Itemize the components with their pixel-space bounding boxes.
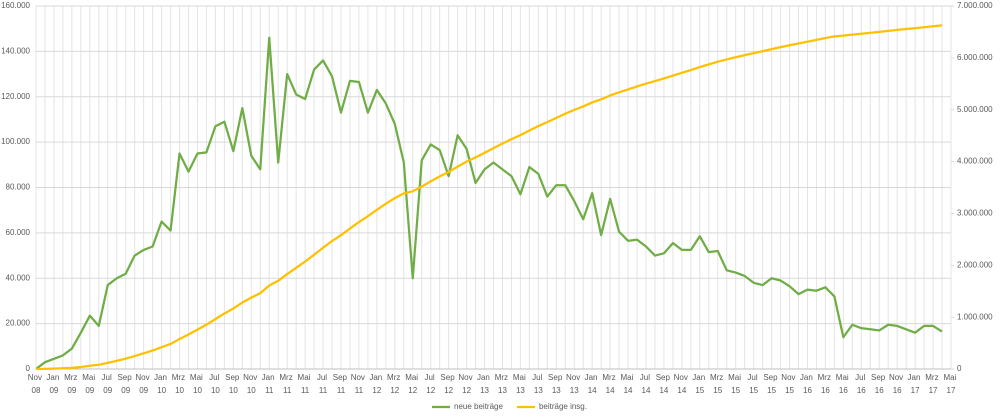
- x-tick-label: Sep 14: [656, 373, 672, 395]
- x-tick-label: Mrz 10: [172, 373, 188, 395]
- x-tick-label: Nov 10: [243, 373, 259, 395]
- x-tick-label: Sep 12: [440, 373, 456, 395]
- x-tick-label: Mrz 14: [602, 373, 618, 395]
- x-tick-label: Mrz 15: [710, 373, 726, 395]
- x-tick-label: Jan 10: [154, 373, 169, 395]
- y-tick-label: 60.000: [6, 228, 31, 237]
- x-tick-label: Jul 14: [640, 373, 652, 395]
- x-tick-label: Mai 13: [513, 373, 528, 395]
- x-tick-label: Sep 15: [763, 373, 779, 395]
- y2-tick-label: 0: [957, 364, 962, 373]
- y2-tick-label: 6.000.000: [957, 53, 993, 62]
- y2-tick-label: 5.000.000: [957, 105, 993, 114]
- x-tick-label: Jul 15: [747, 373, 759, 395]
- x-tick-label: Mrz 13: [495, 373, 511, 395]
- x-tick-label: Jul 12: [424, 373, 436, 395]
- x-tick-label: Mai 12: [405, 373, 420, 395]
- y-tick-label: 160.000: [1, 1, 30, 10]
- x-tick-label: Sep 16: [871, 373, 887, 395]
- y-tick-label: 20.000: [6, 319, 31, 328]
- x-tick-label: Nov 08: [28, 373, 44, 395]
- x-tick-label: Mrz 12: [387, 373, 403, 395]
- x-tick-label: Jan 16: [800, 373, 815, 395]
- y2-tick-label: 2.000.000: [957, 260, 993, 269]
- x-tick-label: Nov 11: [351, 373, 367, 395]
- x-tick-label: Mai 09: [82, 373, 97, 395]
- x-tick-label: Jan 13: [477, 373, 492, 395]
- x-tick-label: Mrz 17: [925, 373, 941, 395]
- x-tick-label: Mai 14: [620, 373, 635, 395]
- x-tick-label: Jul 16: [855, 373, 867, 395]
- x-tick-label: Jan 11: [262, 373, 277, 395]
- x-tick-label: Nov 09: [135, 373, 151, 395]
- x-tick-label: Mai 17: [943, 373, 958, 395]
- x-tick-label: Jan 12: [369, 373, 384, 395]
- series-line: [35, 36, 943, 370]
- y-tick-label: 0: [26, 364, 31, 373]
- x-tick-label: Mrz 11: [279, 373, 295, 395]
- x-tick-label: Jul 09: [102, 373, 114, 395]
- y2-tick-label: 4.000.000: [957, 157, 993, 166]
- x-tick-label: Sep 11: [333, 373, 349, 395]
- x-tick-label: Jan 17: [908, 373, 923, 395]
- series-line: [35, 24, 943, 371]
- x-tick-label: Jul 13: [532, 373, 544, 395]
- x-tick-label: Mai 16: [836, 373, 851, 395]
- x-tick-label: Mrz 16: [818, 373, 834, 395]
- x-tick-label: Mrz 09: [64, 373, 80, 395]
- y-tick-label: 80.000: [6, 183, 31, 192]
- x-tick-label: Jan 15: [692, 373, 707, 395]
- x-tick-label: Sep 13: [548, 373, 564, 395]
- legend-label: beiträge insg.: [539, 402, 587, 411]
- x-tick-label: Jan 14: [585, 373, 600, 395]
- y-tick-label: 100.000: [1, 137, 30, 146]
- x-tick-label: Mai 10: [190, 373, 205, 395]
- x-tick-label: Mai 11: [298, 373, 313, 395]
- x-tick-label: Sep 09: [117, 373, 133, 395]
- y-tick-label: 120.000: [1, 92, 30, 101]
- x-tick-label: Sep 10: [225, 373, 241, 395]
- y-tick-label: 40.000: [6, 273, 31, 282]
- x-tick-label: Jan 09: [46, 373, 61, 395]
- y2-tick-label: 7.000.000: [957, 1, 993, 10]
- x-tick-label: Nov 14: [674, 373, 690, 395]
- x-tick-label: Jul 11: [317, 373, 329, 395]
- y2-tick-label: 3.000.000: [957, 209, 993, 218]
- legend-label: neue beiträge: [454, 402, 503, 411]
- y2-tick-label: 1.000.000: [957, 312, 993, 321]
- x-tick-label: Nov 15: [781, 373, 797, 395]
- x-tick-label: Nov 16: [889, 373, 905, 395]
- x-tick-label: Mai 15: [728, 373, 743, 395]
- x-tick-label: Jul 10: [209, 373, 221, 395]
- y-tick-label: 140.000: [1, 46, 30, 55]
- x-tick-label: Nov 12: [458, 373, 474, 395]
- x-tick-label: Nov 13: [566, 373, 582, 395]
